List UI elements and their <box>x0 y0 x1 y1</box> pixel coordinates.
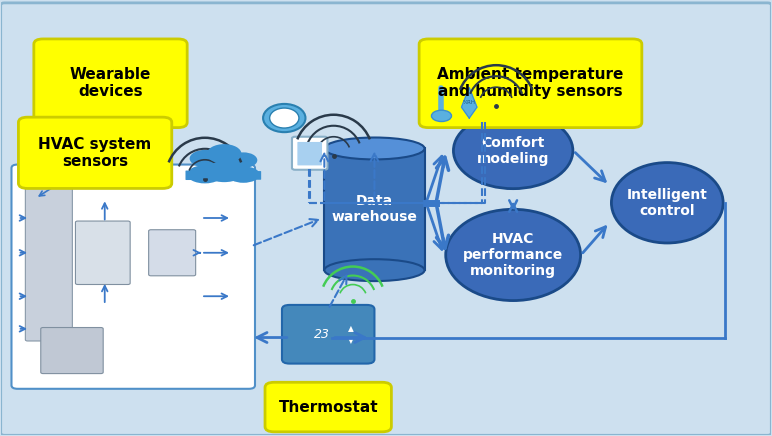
FancyBboxPatch shape <box>265 382 391 432</box>
Ellipse shape <box>611 163 723 243</box>
Text: Wearable
devices: Wearable devices <box>69 67 151 99</box>
Ellipse shape <box>324 259 425 281</box>
Ellipse shape <box>263 104 306 132</box>
FancyBboxPatch shape <box>297 142 322 165</box>
Text: 23: 23 <box>314 328 330 341</box>
Ellipse shape <box>445 209 581 300</box>
FancyBboxPatch shape <box>41 327 103 374</box>
FancyBboxPatch shape <box>225 171 261 180</box>
FancyBboxPatch shape <box>419 39 642 128</box>
Ellipse shape <box>324 137 425 160</box>
Text: Ambient temperature
and humidity sensors: Ambient temperature and humidity sensors <box>437 67 624 99</box>
FancyBboxPatch shape <box>282 305 374 364</box>
FancyBboxPatch shape <box>1 3 771 435</box>
Circle shape <box>229 152 257 168</box>
FancyBboxPatch shape <box>202 167 246 178</box>
Bar <box>324 149 425 270</box>
Circle shape <box>432 110 452 122</box>
Ellipse shape <box>204 161 245 182</box>
Text: ▼: ▼ <box>348 336 354 345</box>
Ellipse shape <box>269 108 299 128</box>
Ellipse shape <box>453 112 573 189</box>
Text: Data
warehouse: Data warehouse <box>331 194 418 225</box>
Text: HVAC
performance
monitoring: HVAC performance monitoring <box>463 232 564 278</box>
FancyBboxPatch shape <box>25 182 73 341</box>
Text: Comfort
modeling: Comfort modeling <box>477 136 550 166</box>
Text: %RH: %RH <box>462 100 476 106</box>
Ellipse shape <box>227 166 259 183</box>
FancyBboxPatch shape <box>19 117 172 188</box>
Polygon shape <box>462 88 477 118</box>
FancyBboxPatch shape <box>149 230 195 276</box>
FancyBboxPatch shape <box>185 170 225 180</box>
FancyBboxPatch shape <box>34 39 187 128</box>
FancyBboxPatch shape <box>76 221 130 285</box>
Circle shape <box>190 150 220 167</box>
Ellipse shape <box>187 165 222 184</box>
Text: Intelligent
control: Intelligent control <box>627 187 708 218</box>
Text: Thermostat: Thermostat <box>279 399 378 415</box>
FancyBboxPatch shape <box>292 137 327 170</box>
FancyBboxPatch shape <box>12 164 255 389</box>
Text: HVAC system
sensors: HVAC system sensors <box>39 136 152 169</box>
Circle shape <box>207 144 242 164</box>
Text: ▲: ▲ <box>348 324 354 333</box>
